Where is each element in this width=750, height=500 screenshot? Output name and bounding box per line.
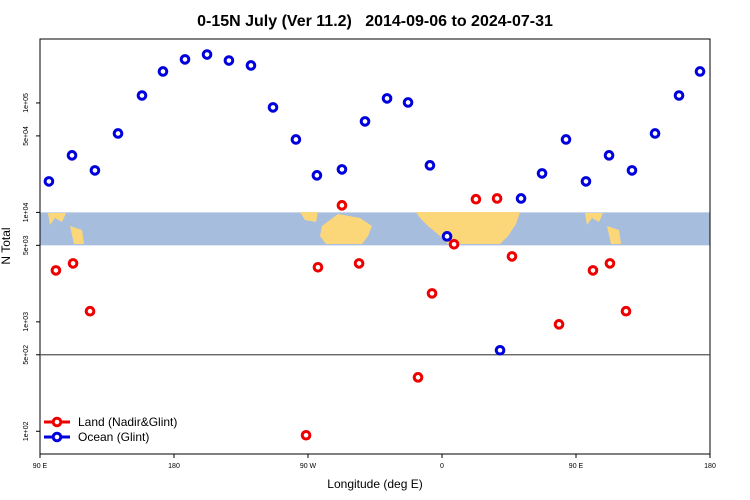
point <box>201 49 213 60</box>
y-tick-label: 1e+04 <box>23 202 30 222</box>
point <box>179 54 191 65</box>
point <box>89 165 101 176</box>
point <box>311 170 323 181</box>
y-axis-label: N Total <box>0 227 13 264</box>
y-tick-label: 5e+04 <box>23 126 30 146</box>
y-tick-label: 1e+02 <box>23 421 30 441</box>
point <box>626 165 638 176</box>
x-tick-label: 90 E <box>33 463 48 470</box>
point <box>245 60 257 71</box>
point <box>336 164 348 175</box>
plot-frame <box>39 38 711 455</box>
point <box>353 258 365 269</box>
point <box>402 97 414 108</box>
point <box>312 261 324 273</box>
point <box>470 193 482 205</box>
x-axis-label: Longitude (deg E) <box>327 477 422 491</box>
point <box>112 128 124 139</box>
legend-label: Ocean (Glint) <box>78 430 149 444</box>
point <box>66 150 78 161</box>
point <box>43 176 55 187</box>
legend-marker <box>51 416 63 428</box>
x-tick-label: 0 <box>440 463 444 470</box>
point <box>67 258 79 269</box>
y-tick-label: 1e+05 <box>23 93 30 113</box>
legend-label: Land (Nadir&Glint) <box>78 415 177 429</box>
point <box>494 344 506 356</box>
x-tick-label: 90 E <box>569 463 584 470</box>
y-tick-label: 1e+03 <box>23 312 30 332</box>
point <box>448 239 460 250</box>
y-tick-label: 5e+03 <box>23 235 30 255</box>
point <box>603 150 615 161</box>
point <box>223 55 235 66</box>
point <box>649 128 661 139</box>
x-tick-label: 180 <box>168 463 180 470</box>
point <box>553 319 565 330</box>
x-tick-label: 180 <box>704 463 716 470</box>
point <box>694 66 706 77</box>
point <box>580 176 592 187</box>
point <box>300 429 312 441</box>
legend-marker <box>51 431 63 443</box>
point <box>426 288 438 299</box>
point <box>381 93 393 104</box>
point <box>267 102 279 113</box>
point <box>515 193 527 204</box>
point <box>136 90 148 101</box>
point <box>412 372 424 383</box>
point <box>491 193 503 204</box>
point <box>560 134 572 145</box>
point <box>336 200 348 211</box>
point <box>84 305 96 317</box>
point <box>587 265 599 276</box>
point <box>50 265 62 276</box>
point <box>673 90 685 101</box>
point <box>441 231 453 242</box>
chart-title: 0-15N July (Ver 11.2) 2014-09-06 to 2024… <box>197 13 553 30</box>
point <box>424 160 436 171</box>
point <box>604 258 616 269</box>
x-tick-label: 90 W <box>300 463 317 470</box>
point <box>506 251 518 262</box>
y-tick-label: 5e+02 <box>23 345 30 365</box>
point <box>620 305 632 317</box>
point <box>536 168 548 179</box>
point <box>290 134 302 145</box>
point <box>157 66 169 77</box>
point <box>359 116 371 127</box>
